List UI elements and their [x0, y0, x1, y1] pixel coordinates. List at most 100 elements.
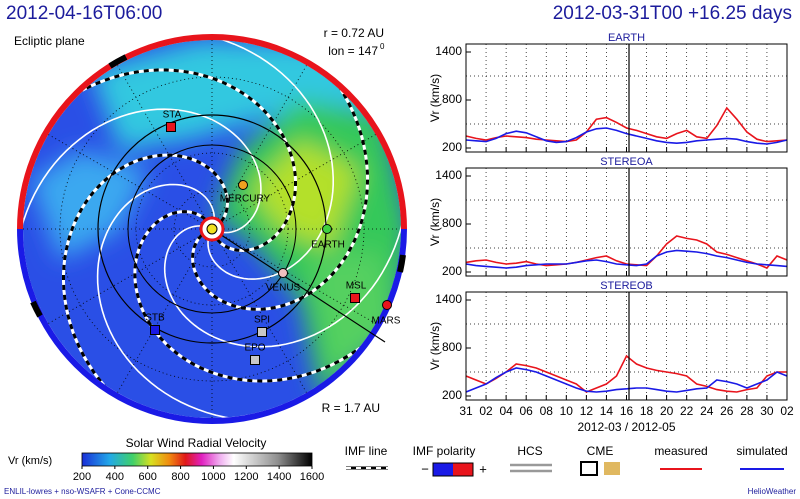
body-label: MARS [372, 316, 401, 327]
charts: EARTH Vr (km/s) 200 800 1400 STEREOA Vr (km/s)… [428, 32, 794, 434]
series-line [465, 106, 788, 143]
x-tick-label: 10 [560, 404, 574, 418]
cme-sample [580, 461, 598, 476]
colorbar-label: Vr (km/s) [8, 455, 52, 467]
outer-radius-label: R = 1.7 AU [322, 401, 380, 415]
polar-grid [23, 40, 401, 418]
body-marker [322, 224, 332, 234]
imf-spiral [23, 108, 262, 388]
body-label: STB [145, 313, 165, 324]
y-tick-label: 800 [442, 340, 462, 354]
body-label: EPO [244, 343, 265, 354]
colorbar [81, 452, 313, 467]
x-tick-label: 20 [660, 404, 674, 418]
x-tick-label: 14 [600, 404, 614, 418]
polarity-ring-negative [17, 228, 407, 424]
legend-hcs: HCS [517, 444, 542, 458]
polarity-ring-positive [17, 34, 407, 230]
y-tick-label: 800 [442, 216, 462, 230]
body-marker [166, 122, 176, 132]
polarity-positive-swatch [453, 463, 473, 476]
r-label: r = 0.72 AU [324, 26, 384, 40]
panel-title: STEREOA [600, 156, 653, 168]
y-tick-label: 800 [442, 92, 462, 106]
legend-simulated: simulated [736, 444, 787, 458]
polarity-minus: − [421, 461, 429, 476]
x-axis-label: 2012-03 / 2012-05 [577, 420, 675, 434]
colorbar-tick-label: 800 [171, 471, 189, 483]
right-header: 2012-03-31T00 +16.25 days [553, 3, 792, 24]
body-marker [257, 327, 267, 337]
imf-field-line [62, 153, 252, 418]
body-marker [278, 268, 288, 278]
plane-label: Ecliptic plane [14, 34, 85, 48]
imf-spiral [96, 183, 389, 418]
x-tick-label: 12 [580, 404, 594, 418]
series-line [465, 249, 788, 269]
colorbar-title: Solar Wind Radial Velocity [126, 436, 267, 450]
green-band [310, 250, 395, 380]
body-label: MERCURY [220, 194, 271, 205]
plot-frame [465, 43, 788, 153]
y-axis-label: Vr (km/s) [428, 198, 442, 246]
colorbar-tick-label: 400 [106, 471, 124, 483]
colorbar-tick-label: 200 [73, 471, 91, 483]
body-marker [250, 355, 260, 365]
velocity-map [23, 40, 401, 418]
plot-area [466, 292, 787, 400]
x-tick-label: 30 [760, 404, 774, 418]
hcs-crossing [397, 254, 406, 273]
body-marker [238, 180, 248, 190]
imf-spirals [23, 40, 401, 418]
cme-sample [604, 462, 620, 475]
x-tick-label: 24 [700, 404, 714, 418]
x-tick-label: 08 [540, 404, 554, 418]
body-label: SPI [254, 315, 270, 326]
polar-grid-circle [173, 190, 251, 268]
lon-label: lon = 147 [328, 44, 378, 58]
timestamp: 2012-04-16T06:00 [6, 3, 162, 24]
body-label: EARTH [311, 240, 345, 251]
x-tick-label: 31 [459, 404, 473, 418]
body-label: STA [163, 110, 182, 121]
imf-spiral [58, 40, 334, 280]
colorbar-tick-label: 1600 [300, 471, 324, 483]
body-label: MSL [346, 281, 367, 292]
imf-field-line [133, 205, 401, 383]
plot-frame [465, 167, 788, 277]
panel-title: EARTH [608, 32, 645, 44]
lon-superscript: 0 [380, 42, 385, 51]
body-marker [350, 293, 360, 303]
x-tick-label: 28 [740, 404, 754, 418]
x-tick-label: 04 [499, 404, 513, 418]
body-marker [150, 325, 160, 335]
x-tick-label: 02 [780, 404, 794, 418]
polarity-frame [432, 462, 474, 477]
legend-cme: CME [587, 444, 614, 458]
hcs-crossing [30, 300, 43, 318]
y-tick-label: 1400 [435, 168, 462, 182]
colorbar-tick-label: 600 [139, 471, 157, 483]
footer-right: HelioWeather [748, 487, 797, 496]
imf-field-line [191, 40, 370, 311]
x-tick-label: 02 [479, 404, 493, 418]
colorbar-tick-label: 1400 [267, 471, 291, 483]
body-label: VENUS [266, 283, 301, 294]
series-line [465, 127, 788, 145]
x-tick-label: 18 [640, 404, 654, 418]
x-tick-label: 16 [620, 404, 634, 418]
sun [206, 223, 218, 235]
y-tick-label: 200 [442, 264, 462, 278]
legend-imf-polarity: IMF polarity [413, 444, 476, 458]
plot-area [466, 168, 787, 276]
x-tick-label: 26 [720, 404, 734, 418]
imf-spiral [163, 63, 401, 348]
cyan-band [30, 150, 150, 260]
panel-title: STEREOB [600, 280, 653, 292]
legend-measured: measured [654, 444, 707, 458]
hcs-crossing [108, 54, 128, 69]
polarity-plus: + [479, 461, 487, 476]
x-tick-label: 22 [680, 404, 694, 418]
y-tick-label: 200 [442, 140, 462, 154]
